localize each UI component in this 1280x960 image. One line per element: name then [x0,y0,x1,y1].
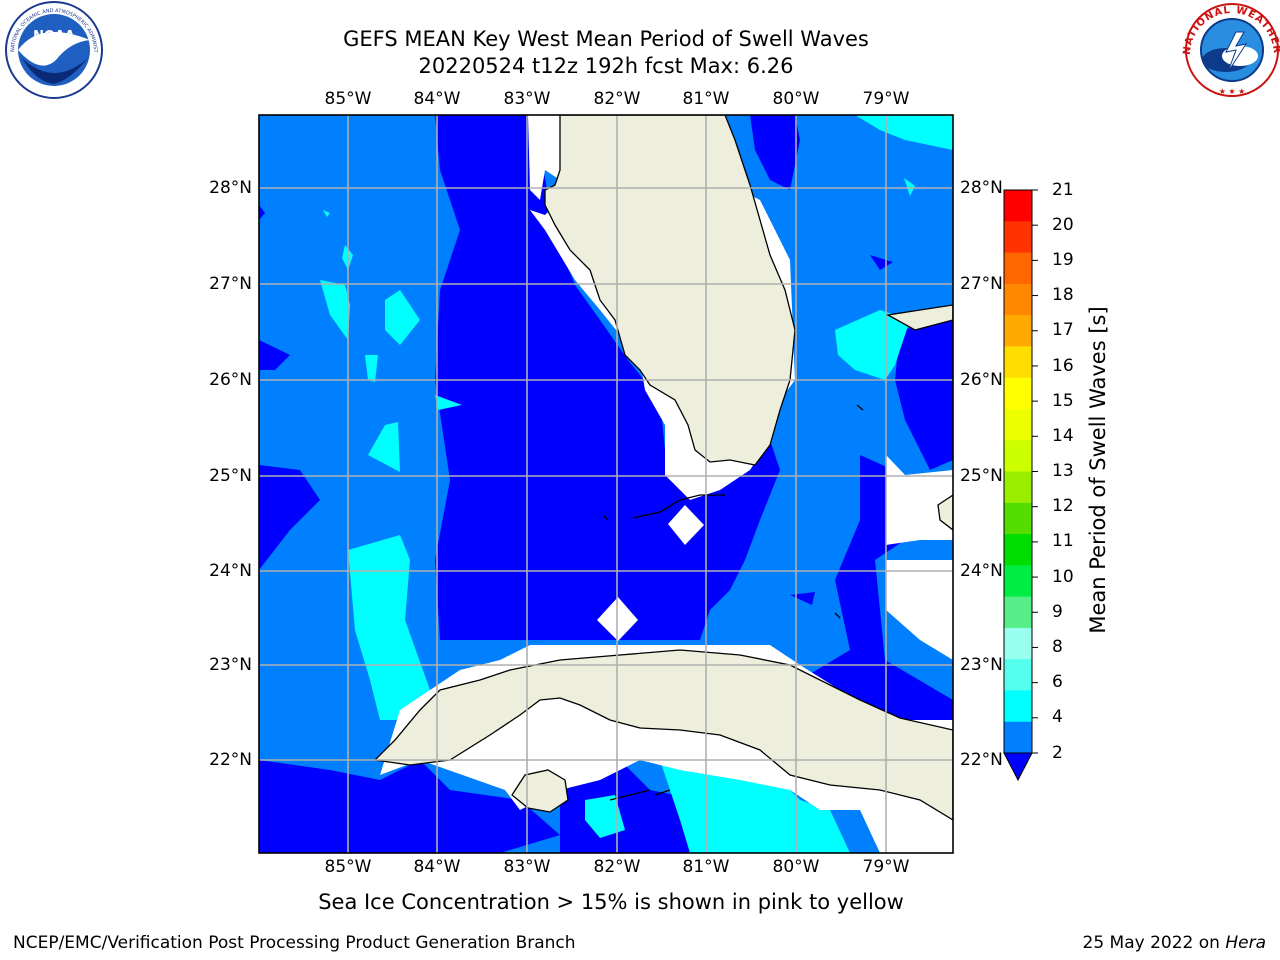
lon-label-bottom: 82°W [593,857,641,877]
lat-label-right: 22°N [960,750,1003,770]
svg-text:NOAA: NOAA [33,29,75,44]
lat-label-right: 23°N [960,655,1003,675]
lon-label-top: 80°W [772,89,820,109]
lat-label-left: 23°N [209,655,252,675]
wave-period-map [259,115,953,853]
lat-label-right: 24°N [960,561,1003,581]
colorbar-tick: 20 [1052,215,1074,235]
colorbar-segment [1004,659,1032,691]
lon-label-top: 79°W [862,89,910,109]
colorbar-tick: 16 [1052,356,1074,376]
colorbar-label: Mean Period of Swell Waves [s] [1086,306,1110,634]
colorbar-segment [1004,471,1032,504]
colorbar-segment [1004,221,1032,254]
colorbar-tick: 19 [1052,250,1074,270]
colorbar-tick: 12 [1052,496,1074,516]
lat-label-left: 26°N [209,370,252,390]
ocean-lt2s-regions [259,115,953,853]
colorbar-tick: 14 [1052,426,1074,446]
nws-logo: NATIONAL WEATHER SERVICE ★ ★ ★ [0,0,1280,97]
lon-label-bottom: 83°W [503,857,551,877]
colorbar-tick: 21 [1052,180,1074,200]
footer-credit: NCEP/EMC/Verification Post Processing Pr… [13,933,576,953]
colorbar-tick: 9 [1052,602,1063,622]
colorbar-tick: 15 [1052,391,1074,411]
sea-ice-note: Sea Ice Concentration > 15% is shown in … [318,890,904,914]
colorbar-segment [1004,377,1032,410]
footer-host: Hera [1225,933,1266,953]
colorbar-segment [1004,346,1032,379]
lon-label-bottom: 81°W [682,857,730,877]
colorbar-segment [1004,534,1032,566]
colorbar-tick: 17 [1052,320,1074,340]
svg-text:NATIONAL WEATHER SERVICE: NATIONAL WEATHER SERVICE [0,0,1280,55]
colorbar-tick: 18 [1052,285,1074,305]
colorbar-tick: 2 [1052,743,1063,763]
colorbar-segment [1004,190,1032,222]
colorbar [1003,189,1038,782]
lon-label-top: 83°W [503,89,551,109]
chart-subtitle: 20220524 t12z 192h fcst Max: 6.26 [418,54,794,78]
chart-title: GEFS MEAN Key West Mean Period of Swell … [343,27,869,51]
map-grid [259,115,953,853]
lat-label-right: 26°N [960,370,1003,390]
lon-label-top: 85°W [324,89,372,109]
colorbar-tick: 13 [1052,461,1074,481]
bahamas-land [886,304,953,331]
lat-label-right: 28°N [960,178,1003,198]
lon-label-bottom: 79°W [862,857,910,877]
colorbar-segment [1004,721,1032,754]
lon-label-top: 84°W [413,89,461,109]
lat-label-left: 28°N [209,178,252,198]
colorbar-segment [1004,440,1032,472]
lon-label-bottom: 85°W [324,857,372,877]
colorbar-extend-arrow [1003,752,1033,782]
footer-date-text: 25 May 2022 on [1082,933,1220,953]
colorbar-segment [1004,565,1032,598]
map-frame [258,114,954,854]
lat-label-left: 27°N [209,274,252,294]
lat-label-left: 25°N [209,466,252,486]
florida-land [544,115,796,466]
lat-label-left: 22°N [209,750,252,770]
colorbar-segment [1004,283,1032,316]
colorbar-segment [1004,315,1032,347]
isla-juventud [511,769,569,813]
colorbar-segment [1004,690,1032,723]
andros-land [937,494,953,531]
lat-label-left: 24°N [209,561,252,581]
colorbar-segment [1004,502,1032,535]
colorbar-segment [1004,408,1032,441]
colorbar-tick: 10 [1052,567,1074,587]
colorbar-segment [1004,627,1032,660]
lon-label-top: 81°W [682,89,730,109]
lon-label-top: 82°W [593,89,641,109]
lat-label-right: 27°N [960,274,1003,294]
footer-date: 25 May 2022 on Hera [1083,933,1267,953]
colorbar-tick: 11 [1052,531,1074,551]
colorbar-segment [1004,252,1032,285]
noaa-logo: NOAA NATIONAL OCEANIC AND ATMOSPHERIC AD… [0,0,103,99]
colorbar-tick: 8 [1052,637,1063,657]
lat-label-right: 25°N [960,466,1003,486]
colorbar-tick: 4 [1052,707,1063,727]
land-masses [373,115,953,821]
lon-label-bottom: 80°W [772,857,820,877]
colorbar-tick: 6 [1052,672,1063,692]
ocean-4-6s-regions [320,115,953,853]
svg-text:★ ★ ★: ★ ★ ★ [1219,87,1246,96]
colorbar-segment [1004,596,1032,629]
lon-label-bottom: 84°W [413,857,461,877]
